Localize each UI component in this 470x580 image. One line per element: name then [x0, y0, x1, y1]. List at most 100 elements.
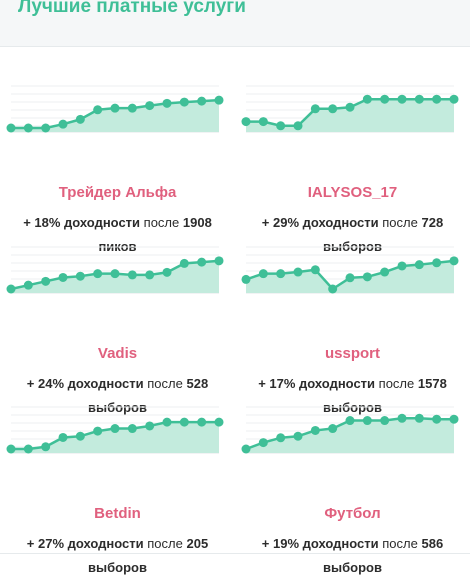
after-label: после: [378, 376, 415, 391]
chart-point: [23, 123, 33, 133]
chart-point: [432, 258, 442, 268]
picks-count: 1578: [417, 376, 447, 391]
service-card[interactable]: Betdin + 27% доходности после 205 выборов: [0, 402, 235, 575]
service-name[interactable]: ussport: [324, 345, 380, 362]
chart-point: [162, 417, 172, 427]
chart-point: [362, 94, 372, 104]
yield-value: + 18% доходности: [23, 215, 141, 230]
picks-count: 205: [186, 536, 209, 551]
yield-chart: [6, 406, 224, 454]
chart-point: [293, 431, 303, 441]
chart-point: [293, 121, 303, 131]
service-card[interactable]: Футбол + 19% доходности после 586 выборов: [235, 402, 470, 575]
service-stats: + 27% доходности после 205 выборов: [14, 532, 221, 580]
chart-point: [197, 417, 207, 427]
yield-chart: [241, 246, 459, 294]
chart-point: [380, 94, 390, 104]
yield-value: + 29% доходности: [261, 215, 379, 230]
chart-point: [241, 274, 251, 284]
chart-point: [258, 269, 268, 279]
chart-point: [197, 96, 207, 106]
service-stats: + 19% доходности после 586 выборов: [249, 532, 456, 580]
page-header: Лучшие платные услуги: [0, 0, 470, 47]
chart-point: [345, 416, 355, 426]
chart-point: [432, 414, 442, 424]
services-grid: Трейдер Альфа + 18% доходности после 1908…: [0, 47, 470, 575]
picks-count: 528: [186, 376, 209, 391]
chart-point: [162, 267, 172, 277]
chart-point: [380, 267, 390, 277]
chart-point: [58, 272, 68, 282]
chart-point: [328, 104, 338, 114]
chart-point: [110, 103, 120, 113]
yield-chart: [6, 246, 224, 294]
yield-value: + 19% доходности: [261, 536, 379, 551]
chart-point: [276, 269, 286, 279]
chart-area: [246, 418, 454, 453]
chart-point: [397, 413, 407, 423]
chart-point: [380, 416, 390, 426]
chart-point: [214, 417, 224, 427]
chart-point: [241, 117, 251, 127]
chart-point: [214, 256, 224, 266]
chart-point: [179, 97, 189, 107]
service-stats: + 29% доходности после 728 выборов: [249, 211, 456, 259]
chart-point: [362, 416, 372, 426]
chart-point: [145, 270, 155, 280]
chart-point: [362, 272, 372, 282]
chart-point: [6, 284, 16, 294]
chart-point: [23, 280, 33, 290]
chart-point: [449, 256, 459, 266]
chart-point: [6, 444, 16, 454]
chart-point: [127, 424, 137, 434]
yield-chart: [241, 85, 459, 133]
chart-point: [110, 424, 120, 434]
service-name[interactable]: Betdin: [94, 505, 141, 522]
chart-point: [93, 269, 103, 279]
chart-point: [449, 414, 459, 424]
chart-point: [179, 258, 189, 268]
service-name[interactable]: IALYSOS_17: [307, 184, 398, 201]
chart-area: [11, 422, 219, 453]
bottom-divider: [0, 553, 470, 554]
service-card[interactable]: Трейдер Альфа + 18% доходности после 1908…: [0, 81, 235, 254]
chart-point: [328, 424, 338, 434]
service-name[interactable]: Футбол: [324, 505, 381, 522]
chart-point: [127, 103, 137, 113]
chart-point: [214, 95, 224, 105]
chart-point: [110, 269, 120, 279]
chart-point: [197, 257, 207, 267]
yield-chart: [241, 406, 459, 454]
chart-point: [75, 271, 85, 281]
service-name[interactable]: Трейдер Альфа: [58, 184, 177, 201]
after-label: после: [147, 536, 183, 551]
chart-point: [41, 442, 51, 452]
chart-area: [11, 100, 219, 132]
chart-point: [397, 261, 407, 271]
chart-point: [75, 431, 85, 441]
yield-value: + 27% доходности: [26, 536, 144, 551]
chart-point: [6, 123, 16, 133]
chart-point: [75, 114, 85, 124]
after-label: после: [382, 215, 418, 230]
picks-unit: выборов: [323, 560, 382, 575]
chart-point: [432, 94, 442, 104]
yield-value: + 24% доходности: [26, 376, 144, 391]
after-label: после: [143, 215, 180, 230]
chart-point: [58, 432, 68, 442]
chart-point: [345, 102, 355, 112]
picks-count: 1908: [182, 215, 212, 230]
service-name[interactable]: Vadis: [97, 345, 138, 362]
service-card[interactable]: Vadis + 24% доходности после 528 выборов: [0, 242, 235, 415]
chart-area: [246, 99, 454, 132]
chart-point: [145, 101, 155, 111]
chart-point: [58, 119, 68, 129]
chart-point: [179, 417, 189, 427]
chart-point: [449, 94, 459, 104]
service-card[interactable]: IALYSOS_17 + 29% доходности после 728 выб…: [235, 81, 470, 254]
service-card[interactable]: ussport + 17% доходности после 1578 выбор…: [235, 242, 470, 415]
chart-point: [41, 123, 51, 133]
picks-unit: выборов: [88, 560, 147, 575]
yield-value: + 17% доходности: [258, 376, 376, 391]
chart-point: [93, 426, 103, 436]
